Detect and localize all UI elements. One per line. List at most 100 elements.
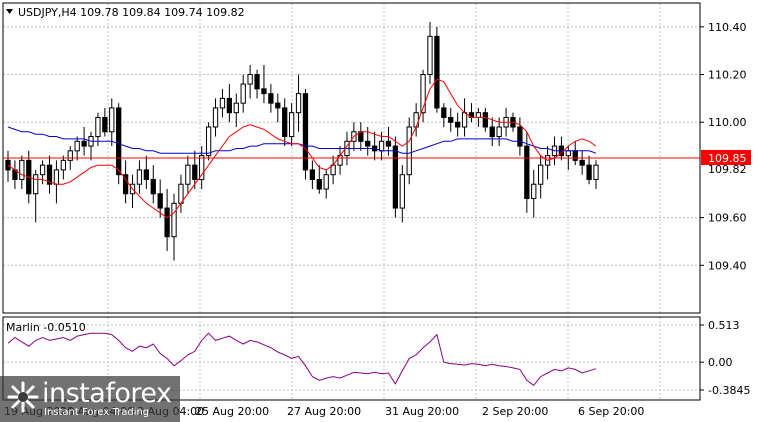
candle-bear: [385, 140, 392, 147]
candle-bull: [538, 164, 544, 185]
candle-bear: [150, 178, 156, 195]
watermark-tagline: Instant Forex Trading: [44, 407, 150, 418]
x-tick-label: 27 Aug 20:00: [287, 405, 361, 418]
candle-bull: [406, 126, 412, 176]
instaforex-logo-icon: [7, 381, 39, 413]
candle-bull: [205, 126, 212, 157]
candle-bull: [323, 174, 329, 190]
candle-bear: [164, 207, 170, 238]
candle-bear: [254, 74, 260, 90]
candle-bull: [212, 107, 219, 128]
candle-bear: [122, 174, 129, 195]
candle-bull: [33, 174, 39, 195]
main-panel-frame: [2, 2, 701, 314]
candle-bear: [226, 97, 233, 114]
candle-bull: [95, 116, 101, 138]
y-tick-label: 109.60: [708, 212, 747, 225]
frame: [2, 2, 701, 401]
current-price-label: 109.85: [708, 152, 747, 165]
y-tick-label: 0.00: [708, 356, 733, 369]
x-tick-label: 2 Sep 20:00: [482, 405, 548, 418]
marlin-line: [7, 332, 597, 386]
candle-bull: [399, 174, 405, 209]
grid: [3, 3, 700, 400]
candle-bear: [261, 88, 267, 95]
candle-bear: [517, 126, 523, 147]
candle-bull: [378, 140, 385, 152]
ma-fast-line: [7, 78, 597, 219]
y-tick-label: -0.3845: [708, 384, 750, 397]
candle-bear: [268, 93, 274, 104]
candle-bull: [53, 169, 60, 185]
y-tick-label: 0.513: [708, 319, 740, 332]
candle-bear: [524, 145, 530, 200]
candle-bull: [233, 102, 239, 114]
bid-price-label: 109.82: [708, 163, 747, 176]
candle-bear: [116, 107, 122, 176]
candle-bear: [143, 169, 149, 180]
candle-bull: [295, 93, 302, 114]
y-tick-label: 110.40: [708, 21, 747, 34]
candle-bear: [441, 107, 447, 118]
candle-bear: [482, 112, 488, 128]
candle-bull: [67, 150, 73, 161]
candle-bear: [434, 35, 440, 109]
candle-bull: [219, 97, 226, 109]
candle-bear: [309, 169, 316, 180]
candle-bull: [74, 140, 80, 152]
candle-bull: [185, 164, 191, 185]
candle-bull: [136, 169, 143, 185]
y-tick-label: 110.00: [708, 116, 747, 129]
candle-bull: [593, 164, 599, 180]
candle-bull: [413, 112, 419, 128]
current-price-tag: [701, 150, 751, 165]
candle-bear: [302, 93, 309, 171]
candle-bear: [46, 164, 53, 185]
candle-bull: [247, 74, 253, 85]
oscillator: [7, 332, 597, 386]
candle-bear: [192, 164, 198, 180]
osc-y-axis: 0.513 0.00 -0.3845: [700, 319, 750, 397]
collapse-triangle-icon[interactable]: [6, 9, 13, 14]
candle-bull: [39, 164, 46, 176]
candle-bear: [102, 116, 108, 133]
x-tick-label: 25 Aug 20:00: [195, 405, 269, 418]
y-tick-label: 109.40: [708, 259, 747, 272]
y-tick-label: 110.20: [708, 69, 747, 82]
candle-bull: [19, 159, 25, 180]
candle-bull: [420, 74, 426, 114]
candle-bear: [392, 145, 399, 209]
candle-bear: [579, 159, 585, 166]
candle-bull: [565, 150, 571, 157]
main-y-axis: 110.40 110.20 110.00 109.60 109.40: [700, 21, 747, 272]
candle-bear: [586, 164, 592, 180]
x-tick-label: 6 Sep 20:00: [578, 405, 644, 418]
candle-bull: [531, 183, 537, 200]
candle-bull: [461, 112, 468, 128]
watermark-brand: instaforex: [42, 378, 172, 409]
candle-bull: [427, 35, 433, 76]
candle-bear: [282, 107, 288, 138]
candle-bull: [475, 112, 482, 118]
candle-bull: [199, 155, 205, 180]
candle-bear: [448, 116, 454, 123]
candle-bear: [455, 121, 461, 128]
candle-bull: [240, 83, 246, 104]
candle-bull: [496, 126, 502, 138]
candle-bull: [109, 107, 115, 133]
candle-bull: [60, 159, 66, 171]
candle-bear: [5, 159, 11, 171]
candle-bull: [171, 202, 177, 238]
ma-slow-line: [7, 126, 597, 154]
candle-bear: [572, 150, 578, 161]
candle-bear: [316, 178, 322, 190]
indicator-label: Marlin -0.0510: [6, 321, 86, 334]
candle-bear: [365, 140, 371, 147]
osc-panel-frame: [2, 316, 701, 401]
symbol-label: USDJPY,H4 109.78 109.84 109.74 109.82: [18, 6, 245, 19]
candle-bear: [157, 193, 163, 209]
candle-bear: [489, 126, 495, 138]
candle-bear: [275, 102, 281, 109]
